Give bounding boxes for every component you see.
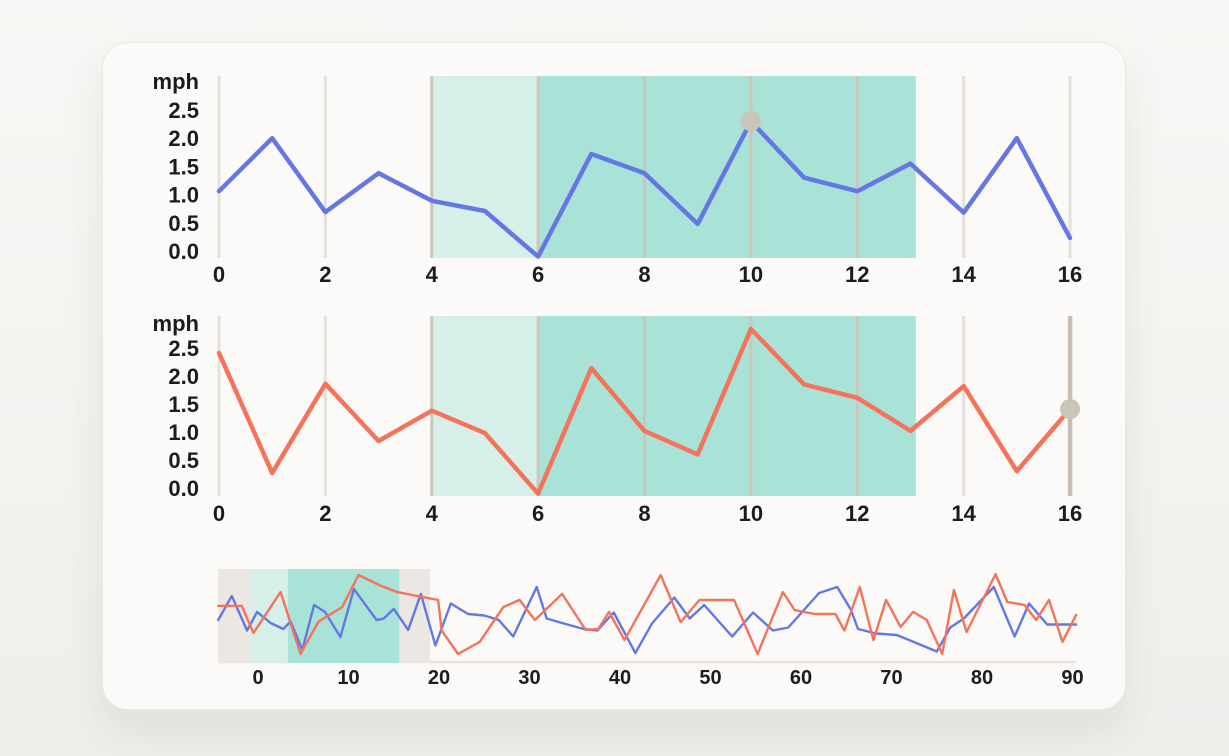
highlight-region-light bbox=[431, 316, 539, 496]
x-tick-label: 16 bbox=[1058, 262, 1082, 287]
x-tick-label: 14 bbox=[951, 501, 976, 526]
x-tick-label: 12 bbox=[845, 501, 869, 526]
x-tick-label: 12 bbox=[845, 262, 869, 287]
y-tick-label: 1.0 bbox=[168, 420, 199, 445]
x-tick-label: 4 bbox=[426, 262, 439, 287]
hover-marker-dot bbox=[1060, 399, 1081, 420]
y-tick-label: 1.5 bbox=[168, 154, 199, 179]
x-tick-label: 40 bbox=[609, 667, 631, 689]
overview-brush-chart[interactable]: 0 10 20 30 40 50 60 70 80 90 bbox=[216, 569, 1084, 689]
y-tick-label: 0.5 bbox=[168, 211, 199, 236]
highlight-region-dark bbox=[538, 316, 916, 496]
x-tick-label: 90 bbox=[1061, 667, 1083, 689]
speed-chart-bottom[interactable]: mph 0 2 4 6 8 10 12 14 16 2.5 2.0 1.5 1.0 0.5 0.0 bbox=[153, 311, 1083, 526]
x-tick-label: 10 bbox=[739, 262, 763, 287]
series-line-speed-orange[interactable] bbox=[216, 326, 1073, 496]
x-tick-label: 80 bbox=[971, 667, 993, 689]
overview-highlight-region-light bbox=[251, 569, 288, 663]
series-line-speed-blue[interactable] bbox=[216, 119, 1073, 259]
x-tick-label: 60 bbox=[790, 667, 812, 689]
x-tick-label: 10 bbox=[739, 501, 763, 526]
y-tick-label: 2.0 bbox=[168, 126, 199, 151]
x-tick-label: 50 bbox=[699, 667, 721, 689]
chart-card: mph 0 2 4 6 8 10 12 14 16 2.5 2.0 1.5 1.0 0.5 0.0 mph … bbox=[102, 42, 1126, 710]
x-tick-label: 14 bbox=[951, 262, 976, 287]
y-tick-label: 0.0 bbox=[168, 239, 199, 264]
y-tick-label: 1.5 bbox=[168, 392, 199, 417]
highlight-region-light bbox=[431, 76, 539, 258]
x-tick-label: 70 bbox=[880, 667, 902, 689]
y-axis-unit-label-bottom: mph bbox=[153, 311, 199, 336]
x-tick-label: 10 bbox=[337, 667, 359, 689]
hover-marker-dot bbox=[740, 111, 761, 132]
charts-canvas: mph 0 2 4 6 8 10 12 14 16 2.5 2.0 1.5 1.0 0.5 0.0 mph … bbox=[153, 69, 1084, 689]
x-tick-label: 0 bbox=[213, 501, 225, 526]
x-tick-label: 16 bbox=[1058, 501, 1082, 526]
speed-chart-top[interactable]: mph 0 2 4 6 8 10 12 14 16 2.5 2.0 1.5 1.0 0.5 0.0 bbox=[153, 69, 1083, 287]
x-tick-label: 0 bbox=[252, 667, 263, 689]
y-tick-label: 2.5 bbox=[168, 336, 199, 361]
x-tick-label: 0 bbox=[213, 262, 225, 287]
x-tick-label: 20 bbox=[428, 667, 450, 689]
x-tick-label: 30 bbox=[518, 667, 540, 689]
y-axis-unit-label-top: mph bbox=[153, 69, 199, 94]
y-tick-label: 0.0 bbox=[168, 476, 199, 501]
x-tick-label: 6 bbox=[532, 262, 544, 287]
x-tick-label: 2 bbox=[319, 262, 331, 287]
series-line-overview-blue[interactable] bbox=[216, 585, 1078, 655]
series-line-overview-orange[interactable] bbox=[216, 572, 1078, 656]
x-tick-label: 4 bbox=[426, 501, 439, 526]
x-tick-label: 2 bbox=[319, 501, 331, 526]
y-tick-label: 0.5 bbox=[168, 448, 199, 473]
x-tick-label: 6 bbox=[532, 501, 544, 526]
y-tick-label: 1.0 bbox=[168, 183, 199, 208]
x-tick-label: 8 bbox=[638, 501, 650, 526]
y-tick-label: 2.5 bbox=[168, 98, 199, 123]
x-tick-label: 8 bbox=[638, 262, 650, 287]
y-tick-label: 2.0 bbox=[168, 364, 199, 389]
